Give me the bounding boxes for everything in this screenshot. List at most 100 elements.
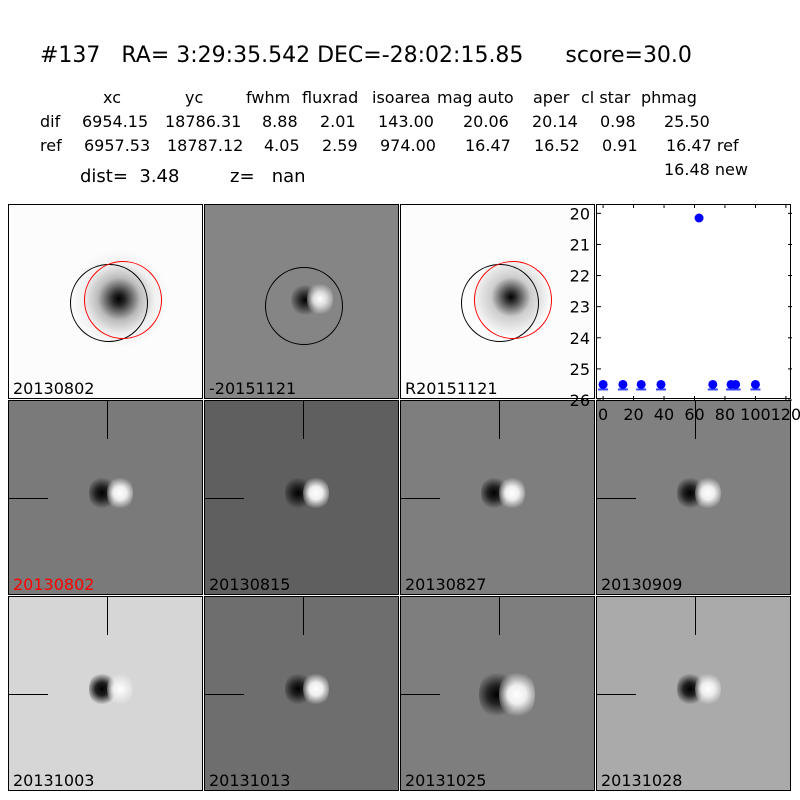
ref-cell: 6957.53 — [84, 136, 151, 155]
cutout-panel: 20130802 — [8, 400, 203, 595]
y-tick-label: 21 — [570, 235, 590, 254]
y-tick-label: 26 — [570, 391, 590, 410]
panel-label: -20151121 — [209, 379, 297, 398]
crosshair-vertical — [695, 401, 697, 439]
bright-blob — [695, 475, 721, 511]
dif-cell: 20.06 — [463, 112, 509, 131]
data-point — [694, 213, 704, 223]
column-header: isoarea — [372, 88, 431, 107]
cutout-panel: 20131003 — [8, 596, 203, 791]
column-header: yc — [185, 88, 204, 107]
figure-title: #137 RA= 3:29:35.542 DEC=-28:02:15.85 sc… — [40, 43, 692, 68]
crosshair-vertical — [303, 597, 305, 635]
column-header: fluxrad — [302, 88, 359, 107]
crosshair-horizontal — [205, 498, 244, 500]
aperture-circle-red — [474, 261, 552, 339]
column-header: aper — [533, 88, 570, 107]
cutout-panel: 20130827 — [400, 400, 595, 595]
data-point — [636, 379, 646, 389]
bright-blob — [499, 669, 536, 720]
y-tick-label: 22 — [570, 267, 590, 286]
dif-cell: 18786.31 — [165, 112, 242, 131]
dist-value: dist= 3.48 — [80, 166, 180, 187]
column-header: cl star — [581, 88, 631, 107]
crosshair-horizontal — [9, 498, 48, 500]
y-tick-label: 20 — [570, 204, 590, 223]
dif-cell: 6954.15 — [82, 112, 149, 131]
image-panel-diff: -20151121 — [204, 204, 399, 399]
data-point — [708, 379, 718, 389]
dif-cell: 0.98 — [600, 112, 636, 131]
dif-cell: 20.14 — [532, 112, 578, 131]
panel-label: R20151121 — [405, 379, 498, 398]
x-tick-label: 60 — [684, 405, 704, 424]
y-tick-label: 24 — [570, 329, 590, 348]
row-label-dif: dif — [40, 112, 61, 131]
bright-blob — [499, 475, 525, 511]
ref-cell: 0.91 — [602, 136, 638, 155]
panel-label: 20130909 — [601, 575, 683, 594]
bright-blob — [303, 671, 329, 707]
crosshair-vertical — [695, 597, 697, 635]
dif-cell: 143.00 — [378, 112, 434, 131]
bright-blob — [303, 475, 329, 511]
crosshair-horizontal — [401, 498, 440, 500]
panel-label: 20130815 — [209, 575, 291, 594]
panel-label: 20131013 — [209, 771, 291, 790]
data-point — [618, 379, 628, 389]
dif-cell: 2.01 — [320, 112, 356, 131]
cutout-panel: 20130815 — [204, 400, 399, 595]
ref-cell: 16.47 — [465, 136, 511, 155]
data-point — [656, 379, 666, 389]
x-tick-label: 120 — [771, 405, 800, 424]
panel-label: 20131028 — [601, 771, 683, 790]
bright-blob — [107, 671, 133, 707]
image-panel-ref: R20151121 — [400, 204, 595, 399]
crosshair-vertical — [107, 401, 109, 439]
crosshair-vertical — [107, 597, 109, 635]
panel-label: 20131025 — [405, 771, 487, 790]
image-panel-new: 20130802 — [8, 204, 203, 399]
crosshair-horizontal — [597, 498, 636, 500]
column-header: fwhm — [246, 88, 291, 107]
x-tick-label: 80 — [715, 405, 735, 424]
x-tick-label: 0 — [598, 405, 608, 424]
cutout-panel: 20131025 — [400, 596, 595, 791]
ref-cell: 4.05 — [264, 136, 300, 155]
bright-blob — [107, 475, 133, 511]
crosshair-horizontal — [9, 694, 48, 696]
dif-cell: 8.88 — [262, 112, 298, 131]
y-tick-label: 25 — [570, 360, 590, 379]
column-header: xc — [103, 88, 121, 107]
x-tick-label: 20 — [623, 405, 643, 424]
row-label-ref: ref — [40, 136, 62, 155]
crosshair-vertical — [499, 401, 501, 439]
column-header: mag auto — [437, 88, 514, 107]
aperture-circle-red — [84, 261, 162, 339]
cutout-panel: 20130909 — [596, 400, 791, 595]
data-point — [731, 379, 741, 389]
x-tick-label: 100 — [740, 405, 771, 424]
new-phmag: 16.48 new — [664, 160, 748, 179]
ref-cell: 18787.12 — [167, 136, 244, 155]
bright-blob — [695, 671, 721, 707]
ref-cell: 2.59 — [322, 136, 358, 155]
crosshair-vertical — [499, 597, 501, 635]
data-point — [598, 379, 608, 389]
ref-cell: 16.52 — [534, 136, 580, 155]
crosshair-vertical — [303, 401, 305, 439]
panel-label: 20130802 — [13, 575, 95, 594]
crosshair-horizontal — [205, 694, 244, 696]
dif-cell: 25.50 — [664, 112, 710, 131]
data-point — [750, 379, 760, 389]
cutout-panel: 20131028 — [596, 596, 791, 791]
crosshair-horizontal — [401, 694, 440, 696]
ref-cell: 974.00 — [380, 136, 436, 155]
crosshair-horizontal — [597, 694, 636, 696]
z-value: z= nan — [230, 166, 306, 187]
panel-label: 20131003 — [13, 771, 95, 790]
panel-label: 20130802 — [13, 379, 95, 398]
cutout-panel: 20131013 — [204, 596, 399, 791]
light-curve-panel — [596, 204, 791, 399]
